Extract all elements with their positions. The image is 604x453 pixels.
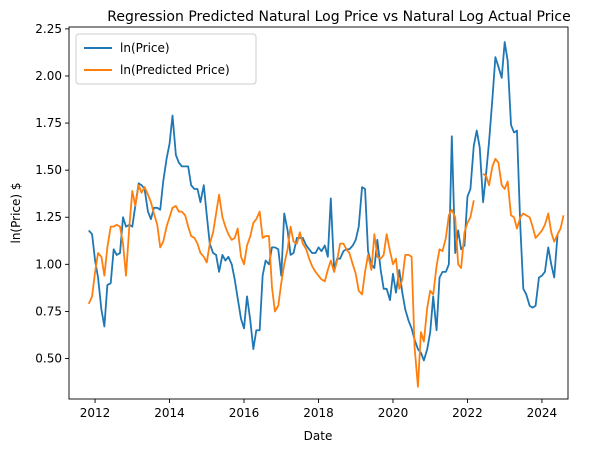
x-axis-ticks: 2012 2014 2016 2018 2020 2022 2024 bbox=[80, 399, 557, 420]
series-line-ln-predicted-price bbox=[87, 157, 565, 388]
x-tick-label: 2020 bbox=[378, 406, 409, 420]
x-tick-label: 2016 bbox=[229, 406, 260, 420]
y-axis-ticks: 0.50 0.75 1.00 1.25 1.50 1.75 2.00 2.25 bbox=[35, 22, 69, 366]
y-tick-label: 2.00 bbox=[35, 69, 62, 83]
y-tick-label: 1.00 bbox=[35, 257, 62, 271]
y-tick-label: 1.50 bbox=[35, 163, 62, 177]
x-tick-label: 2022 bbox=[452, 406, 483, 420]
legend-label-ln-price: ln(Price) bbox=[120, 41, 170, 55]
y-tick-label: 0.50 bbox=[35, 352, 62, 366]
x-tick-label: 2012 bbox=[80, 406, 111, 420]
x-tick-label: 2024 bbox=[527, 406, 558, 420]
y-tick-label: 2.25 bbox=[35, 22, 62, 36]
y-tick-label: 1.75 bbox=[35, 116, 62, 130]
x-tick-label: 2018 bbox=[303, 406, 334, 420]
legend-label-ln-predicted-price: ln(Predicted Price) bbox=[120, 63, 230, 77]
plot-frame bbox=[68, 26, 569, 400]
x-axis-label: Date bbox=[304, 429, 333, 443]
series-lines bbox=[87, 41, 565, 388]
legend-box bbox=[75, 33, 257, 85]
y-tick-label: 0.75 bbox=[35, 304, 62, 318]
series-line-ln-price bbox=[88, 41, 559, 362]
x-tick-label: 2014 bbox=[154, 406, 185, 420]
y-tick-label: 1.25 bbox=[35, 210, 62, 224]
legend: ln(Price) ln(Predicted Price) bbox=[75, 33, 257, 85]
chart-title: Regression Predicted Natural Log Price v… bbox=[107, 9, 570, 25]
y-axis-label: ln(Price) $ bbox=[9, 182, 23, 243]
